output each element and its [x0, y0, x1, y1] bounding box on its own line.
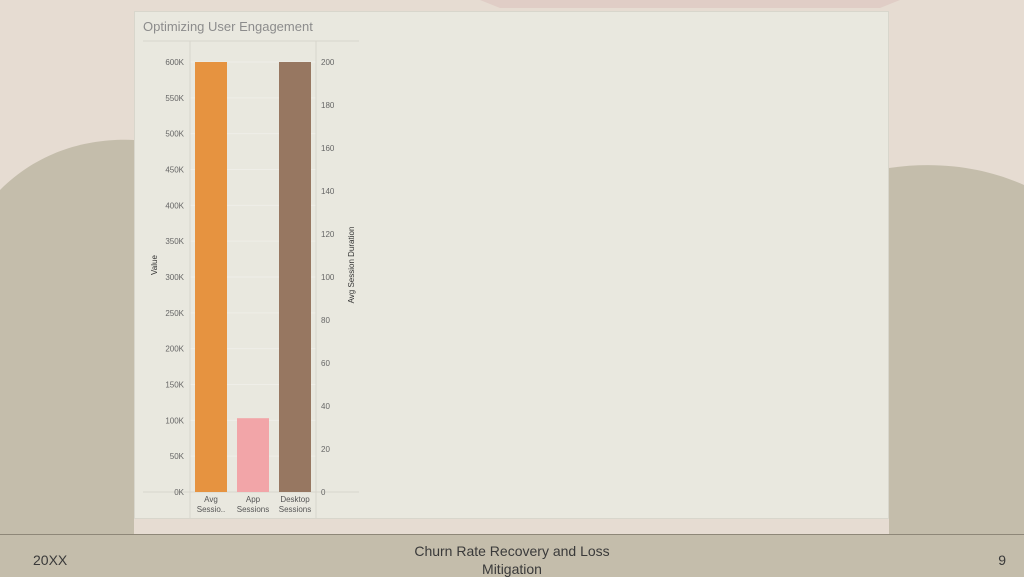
- bar: [195, 62, 227, 492]
- y2-axis-title: Avg Session Duration: [347, 227, 356, 304]
- y-tick-label: 400K: [165, 201, 184, 210]
- y-tick-label: 200K: [165, 345, 184, 354]
- page-number: 9: [998, 552, 1006, 568]
- y-tick-label: 100K: [165, 416, 184, 425]
- y-tick-label: 500K: [165, 130, 184, 139]
- category-label: Sessio..: [197, 505, 225, 514]
- y-tick-label: 0K: [174, 488, 184, 497]
- category-label: Desktop: [280, 495, 310, 504]
- category-label: Sessions: [279, 505, 311, 514]
- footer-divider: [0, 534, 1024, 535]
- y-axis-title: Value: [150, 255, 159, 275]
- y2-tick-label: 100: [321, 273, 335, 282]
- y-tick-label: 550K: [165, 94, 184, 103]
- y2-tick-label: 0: [321, 488, 326, 497]
- y2-tick-label: 140: [321, 187, 335, 196]
- footer-date: 20XX: [33, 552, 68, 568]
- chart-title: Optimizing User Engagement: [143, 19, 313, 34]
- bar: [279, 62, 311, 492]
- left-axis: 0K 50K 100K 150K 200K 250K 300K 350K 400K 450K 500…: [165, 58, 184, 497]
- y2-tick-label: 40: [321, 402, 330, 411]
- y-tick-label: 350K: [165, 237, 184, 246]
- bars: [195, 62, 311, 492]
- chart-panel: Optimizing User Engagement 0K 50K 100K 150K…: [134, 11, 889, 519]
- chart: 0K 50K 100K 150K 200K 250K 300K 350K 400K 450K 500…: [143, 40, 359, 518]
- y-tick-label: 50K: [170, 452, 185, 461]
- y-tick-label: 600K: [165, 58, 184, 67]
- y2-tick-label: 180: [321, 101, 335, 110]
- y-tick-label: 250K: [165, 309, 184, 318]
- y-tick-label: 150K: [165, 381, 184, 390]
- y-tick-label: 300K: [165, 273, 184, 282]
- bar: [237, 418, 269, 492]
- y2-tick-label: 80: [321, 316, 330, 325]
- y2-tick-label: 60: [321, 359, 330, 368]
- y2-tick-label: 160: [321, 144, 335, 153]
- y2-tick-label: 200: [321, 58, 335, 67]
- y2-tick-label: 120: [321, 230, 335, 239]
- category-label: App: [246, 495, 261, 504]
- y-tick-label: 450K: [165, 166, 184, 175]
- right-axis: 0 20 40 60 80 100 120 140 160 180 200: [321, 58, 335, 497]
- y2-tick-label: 20: [321, 445, 330, 454]
- category-label: Sessions: [237, 505, 269, 514]
- footer-title: Churn Rate Recovery and Loss Mitigation: [414, 543, 610, 577]
- category-label: Avg: [204, 495, 218, 504]
